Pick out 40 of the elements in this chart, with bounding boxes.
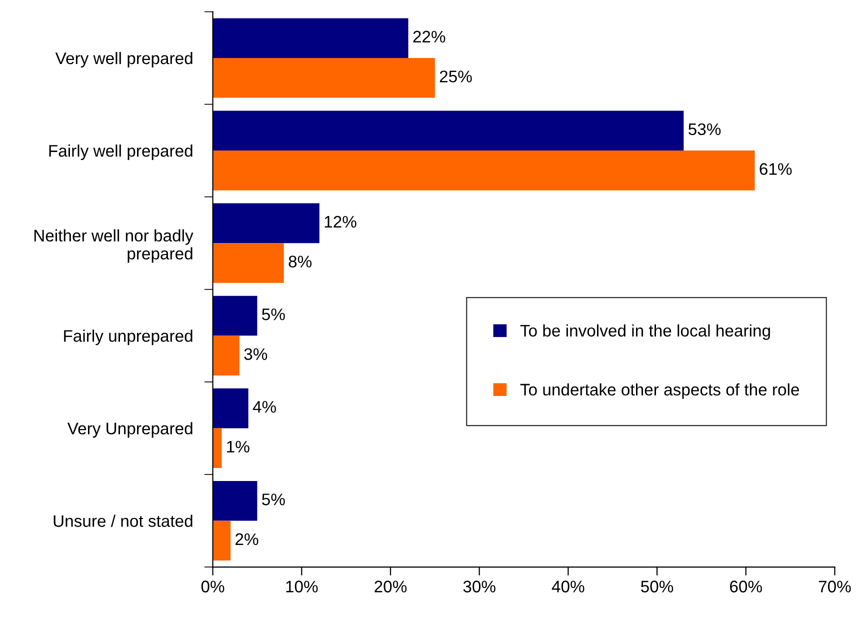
- data-label: 5%: [262, 494, 285, 506]
- bar: [212, 243, 284, 283]
- x-tick-label: 70%: [818, 580, 851, 592]
- bar: [212, 203, 320, 244]
- x-tick-label: 50%: [641, 580, 674, 592]
- data-label: 53%: [688, 123, 721, 136]
- x-tick-label: 20%: [374, 580, 407, 592]
- bar: [212, 150, 755, 190]
- legend-label: To be involved in the local hearing: [520, 324, 770, 340]
- y-tick-label: Neither well nor badly prepared: [34, 229, 194, 263]
- y-tick-label: Very well prepared: [55, 52, 192, 68]
- y-tick-label: Fairly well prepared: [49, 144, 192, 160]
- data-label: 2%: [236, 533, 258, 546]
- data-label: 5%: [262, 308, 285, 320]
- bar: [212, 18, 408, 58]
- data-label: 25%: [440, 70, 472, 82]
- legend-label: To undertake other aspects of the role: [520, 383, 800, 399]
- data-label: 3%: [244, 348, 268, 360]
- x-tick-label: 30%: [463, 580, 496, 592]
- data-label: 8%: [288, 256, 312, 268]
- y-tick-label: Unsure / not stated: [54, 514, 192, 527]
- data-label: 12%: [324, 216, 356, 228]
- bar: [212, 296, 258, 336]
- x-tick-label: 40%: [552, 580, 584, 592]
- bar: [212, 110, 684, 151]
- data-label: 22%: [413, 30, 446, 43]
- data-label: 4%: [252, 401, 276, 413]
- x-tick-label: 0%: [201, 580, 224, 592]
- bar: [212, 428, 222, 468]
- bar: [212, 336, 240, 376]
- bar: [212, 388, 248, 428]
- data-label: 61%: [760, 163, 792, 175]
- bar: [212, 480, 258, 521]
- data-label: 1%: [227, 440, 250, 453]
- x-tick-label: 10%: [286, 580, 318, 592]
- x-tick-label: 60%: [730, 580, 762, 592]
- bar: [212, 58, 435, 98]
- y-tick-label: Fairly unprepared: [64, 330, 192, 346]
- bar: [212, 520, 231, 561]
- y-tick-label: Very Unprepared: [67, 422, 192, 438]
